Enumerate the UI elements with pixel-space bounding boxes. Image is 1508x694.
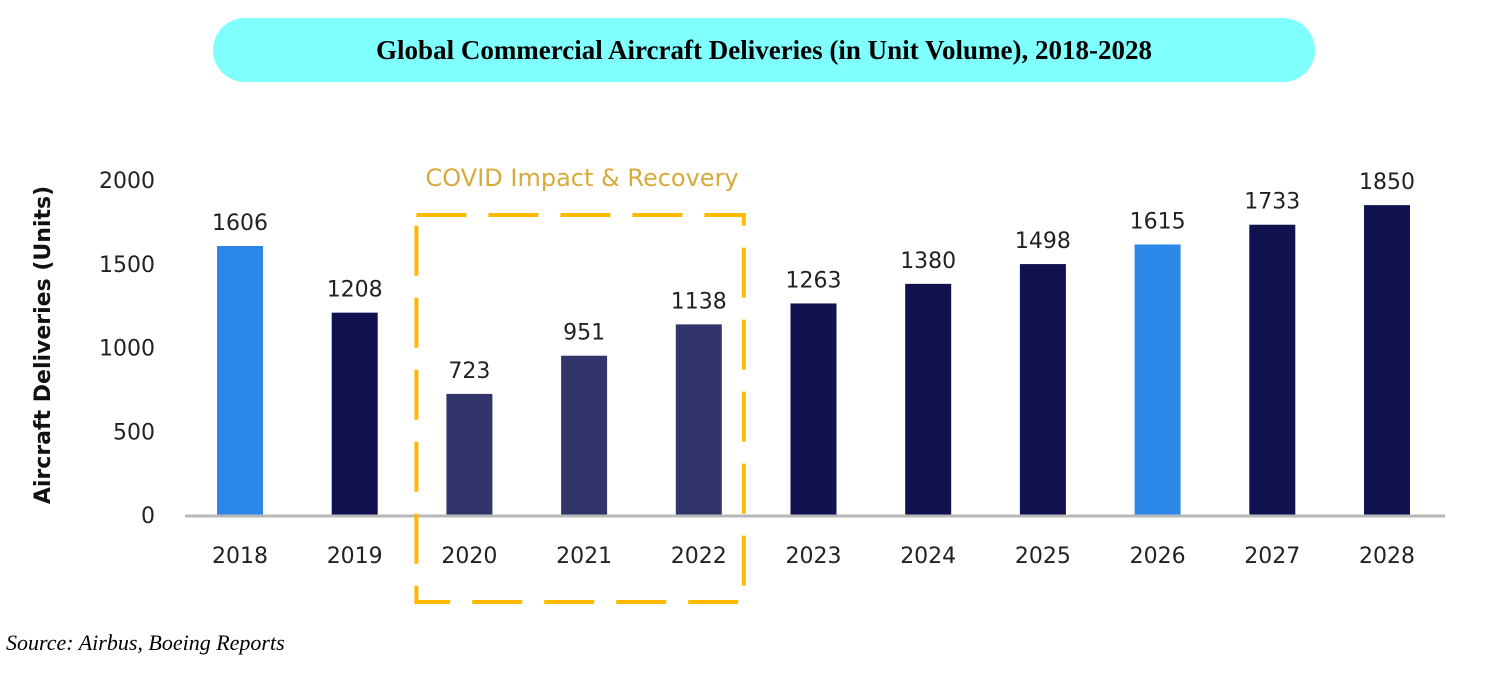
data-label-2025: 1498 [1015,229,1071,254]
x-tick-label-2018: 2018 [212,544,268,569]
data-label-2023: 1263 [786,268,842,293]
x-tick-label-2023: 2023 [786,544,842,569]
x-tick-label-2028: 2028 [1359,544,1415,569]
y-tick-label: 2000 [99,169,155,194]
data-label-2019: 1208 [327,278,383,303]
x-tick-label-2022: 2022 [671,544,727,569]
data-label-2024: 1380 [900,249,956,274]
y-tick-label: 1000 [99,337,155,362]
data-label-2022: 1138 [671,289,727,314]
bar-2020 [446,393,493,515]
x-tick-label-2026: 2026 [1130,544,1186,569]
data-label-2027: 1733 [1244,190,1300,215]
y-tick-label: 0 [141,504,155,529]
data-label-2020: 723 [448,359,490,384]
chart-title: Global Commercial Aircraft Deliveries (i… [213,18,1315,82]
bar-2021 [561,355,608,515]
bar-2026 [1134,244,1181,516]
x-tick-label-2020: 2020 [441,544,497,569]
x-tick-label-2021: 2021 [556,544,612,569]
bar-2019 [331,312,378,515]
covid-annotation-label: COVID Impact & Recovery [426,164,739,192]
bar-2028 [1364,205,1410,515]
x-tick-label-2025: 2025 [1015,544,1071,569]
bar-2022 [675,324,722,515]
y-tick-label: 500 [113,420,155,445]
data-label-2028: 1850 [1359,170,1415,195]
source-note: Source: Airbus, Boeing Reports [6,630,285,655]
y-tick-label: 1500 [99,253,155,278]
x-tick-label-2024: 2024 [900,544,956,569]
x-tick-label-2027: 2027 [1244,544,1300,569]
data-label-2018: 1606 [212,211,268,236]
data-label-2021: 951 [563,321,605,346]
bar-2027 [1249,224,1296,515]
bar-2023 [790,303,837,515]
bar-2018 [217,245,263,515]
bar-2025 [1019,264,1066,515]
covid-annotation-box [414,213,746,604]
x-tick-label-2019: 2019 [327,544,383,569]
bar-2024 [905,283,952,515]
y-axis-label: Aircraft Deliveries (Units) [31,186,56,504]
data-label-2026: 1615 [1130,209,1186,234]
